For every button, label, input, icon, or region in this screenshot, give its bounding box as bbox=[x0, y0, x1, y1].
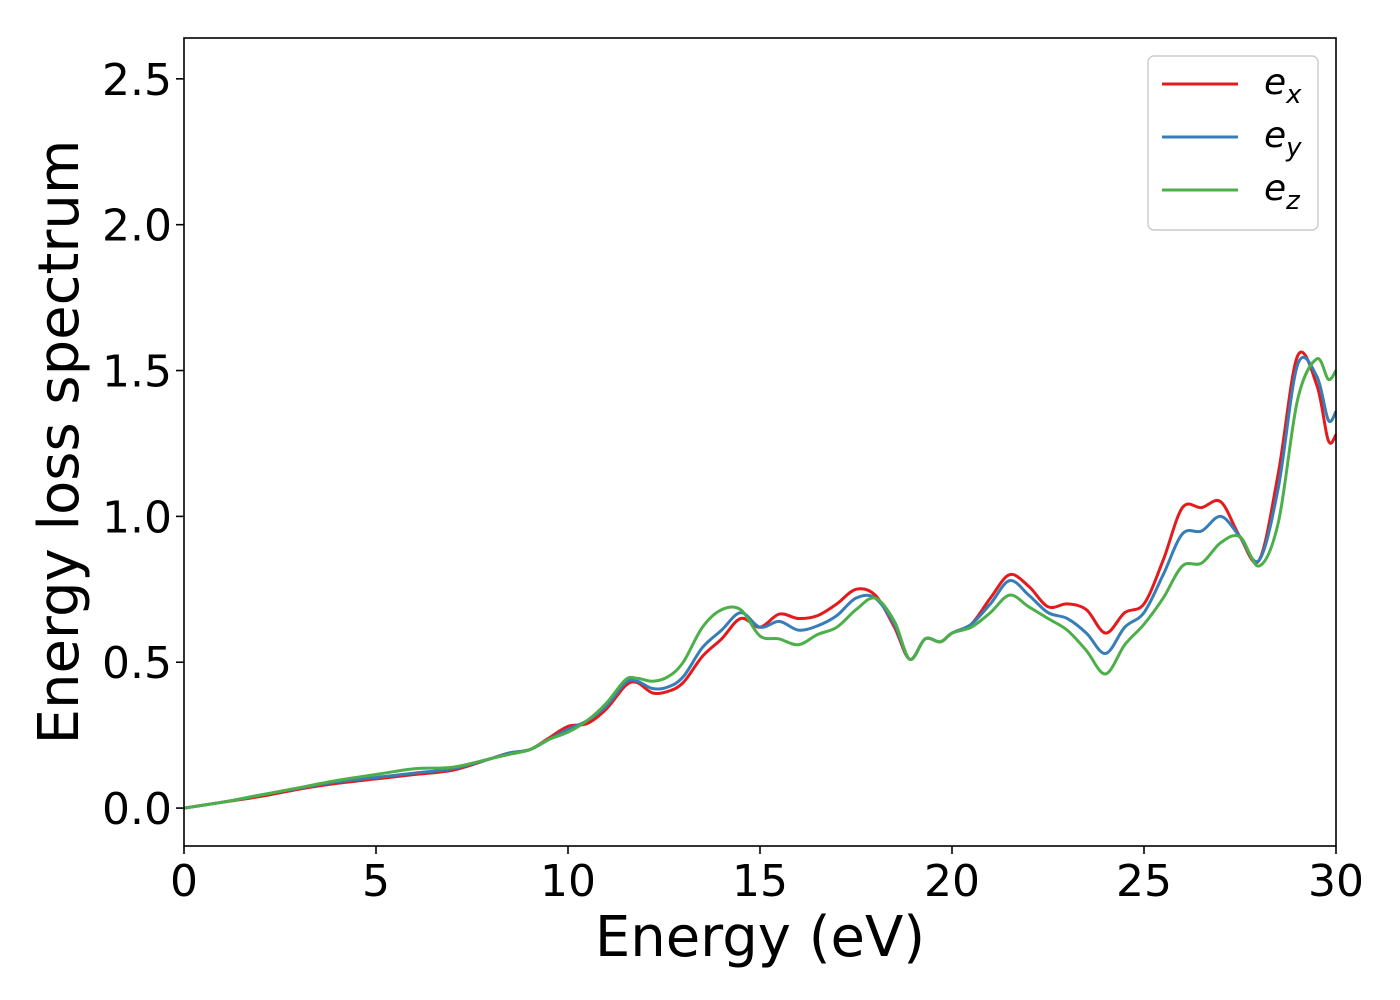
y-axis: 0.0 0.5 1.0 1.5 2.0 2.5 bbox=[102, 55, 184, 835]
x-tick-label: 25 bbox=[1116, 856, 1172, 907]
x-tick-label: 15 bbox=[732, 856, 788, 907]
x-tick-label: 30 bbox=[1308, 856, 1364, 907]
legend-label-z: ez bbox=[1264, 168, 1301, 216]
x-tick-label: 20 bbox=[924, 856, 980, 907]
x-axis: 0 5 10 15 20 25 30 bbox=[170, 846, 1364, 907]
y-tick-label: 0.5 bbox=[102, 638, 172, 689]
legend-box bbox=[1147, 55, 1319, 231]
y-tick-label: 1.0 bbox=[102, 492, 172, 543]
y-tick-label: 0.0 bbox=[102, 784, 172, 835]
x-tick-label: 10 bbox=[540, 856, 596, 907]
y-tick-label: 2.0 bbox=[102, 201, 172, 252]
x-tick-label: 0 bbox=[170, 856, 198, 907]
x-axis-label: Energy (eV) bbox=[595, 905, 925, 970]
series-line-z bbox=[183, 357, 1338, 810]
series-line-x bbox=[183, 350, 1338, 810]
series-layer bbox=[183, 350, 1338, 810]
y-axis-label: Energy loss spectrum bbox=[27, 140, 92, 745]
y-tick-label: 1.5 bbox=[102, 347, 172, 398]
x-tick-label: 5 bbox=[362, 856, 390, 907]
y-tick-label: 2.5 bbox=[102, 55, 172, 106]
series-line-y bbox=[183, 355, 1338, 810]
